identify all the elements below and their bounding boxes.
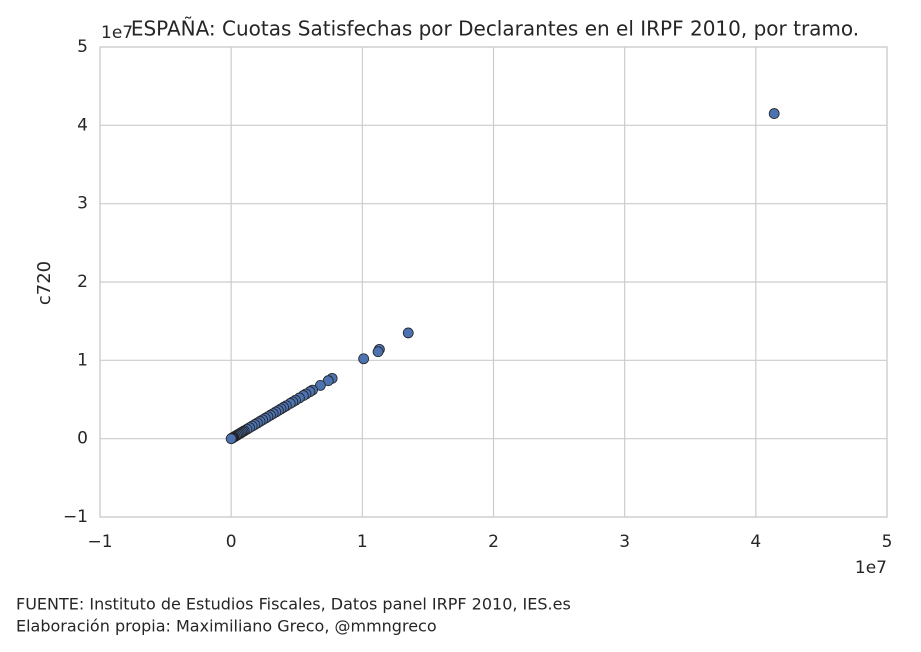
x-offset-label: 1e7 — [855, 558, 887, 578]
y-tick-label: 1 — [77, 350, 88, 370]
x-tick-label: 3 — [619, 532, 630, 552]
x-tick-label: 5 — [882, 532, 893, 552]
point — [322, 375, 334, 387]
y-tick-label: 2 — [77, 272, 88, 292]
point — [225, 433, 237, 445]
y-tick-label: −1 — [63, 507, 88, 527]
x-tick-label: 1 — [357, 532, 368, 552]
x-tick-label: 4 — [750, 532, 761, 552]
y-tick-label: 4 — [77, 115, 88, 135]
y-tick-label: 5 — [77, 37, 88, 57]
point — [402, 327, 414, 339]
chart-title: ESPAÑA: Cuotas Satisfechas por Declarant… — [131, 17, 859, 41]
x-tick-label: 2 — [488, 532, 499, 552]
footnote: FUENTE: Instituto de Estudios Fiscales, … — [16, 595, 571, 614]
points — [225, 108, 780, 445]
x-tick-label: 0 — [226, 532, 237, 552]
point — [372, 346, 384, 358]
point — [358, 353, 370, 365]
plot-frame — [99, 46, 888, 518]
footnote: Elaboración propia: Maximiliano Greco, @… — [16, 617, 437, 636]
point — [314, 379, 326, 391]
y-tick-label: 3 — [77, 194, 88, 214]
point — [768, 108, 780, 119]
x-tick-label: −1 — [87, 532, 112, 552]
y-offset-label: 1e7 — [101, 23, 133, 43]
y-tick-label: 0 — [77, 429, 88, 449]
y-axis-label: c720 — [34, 261, 55, 305]
